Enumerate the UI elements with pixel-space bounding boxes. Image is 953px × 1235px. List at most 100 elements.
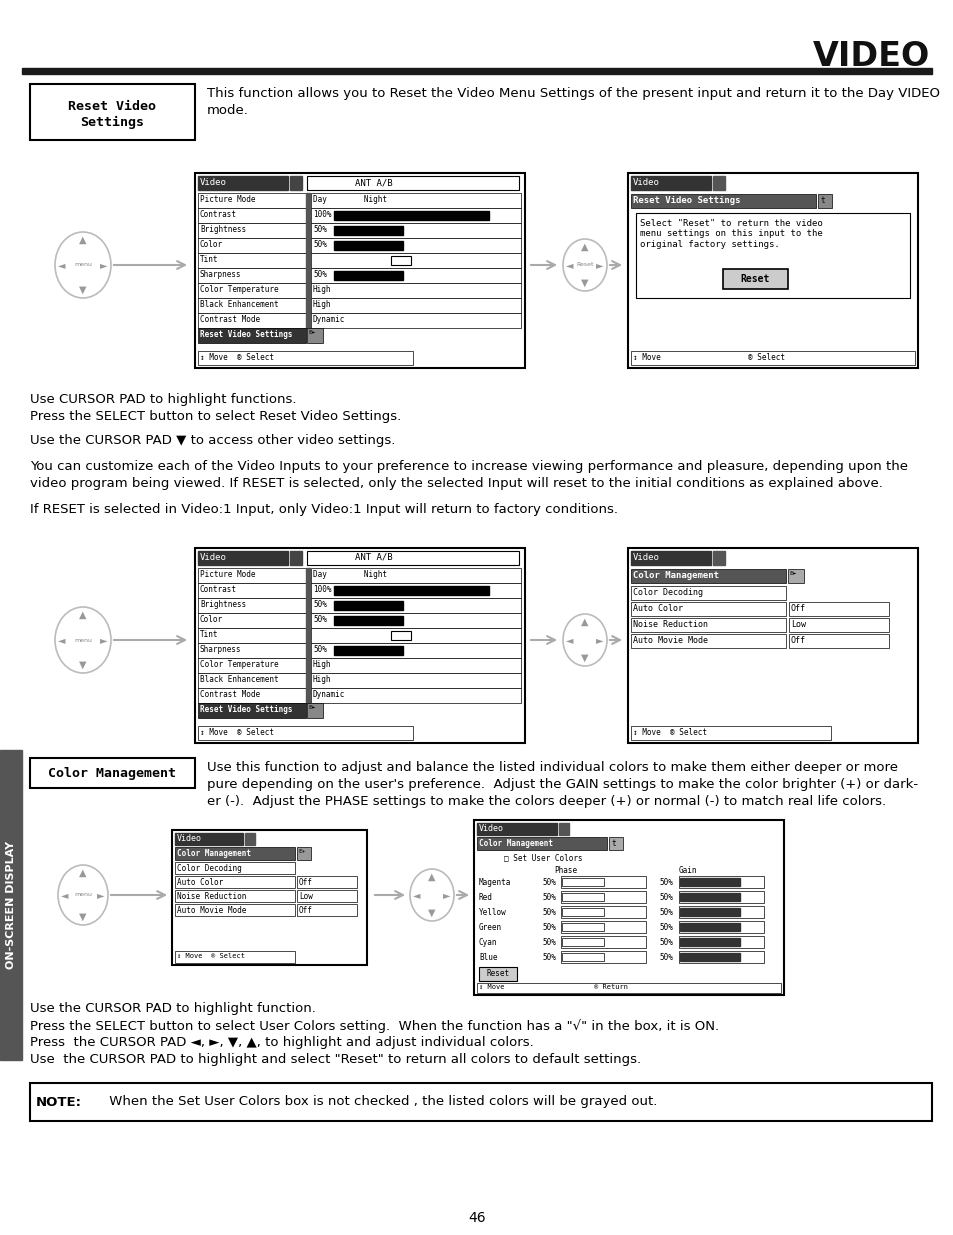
Bar	[311, 298, 520, 312]
Text: Cyan: Cyan	[478, 939, 497, 947]
Bar	[311, 598, 520, 613]
Bar	[722, 269, 787, 289]
Text: 50%: 50%	[313, 645, 327, 655]
Bar	[630, 601, 785, 616]
Text: Off: Off	[298, 906, 313, 915]
Bar	[306, 583, 310, 598]
Bar	[311, 583, 520, 598]
Text: Brightness: Brightness	[200, 600, 246, 609]
Bar	[627, 548, 917, 743]
Bar	[198, 643, 306, 658]
Text: Press the SELECT button to select User Colors setting.  When the function has a : Press the SELECT button to select User C…	[30, 1019, 719, 1032]
Text: Use the CURSOR PAD to highlight function.: Use the CURSOR PAD to highlight function…	[30, 1002, 315, 1015]
Text: Black Enhancement: Black Enhancement	[200, 676, 278, 684]
Bar	[198, 329, 306, 343]
Bar	[174, 847, 294, 860]
Bar	[630, 569, 785, 583]
Bar	[679, 878, 740, 885]
Text: Auto Color: Auto Color	[633, 604, 682, 613]
Text: ® Select: ® Select	[747, 353, 784, 362]
Bar	[630, 618, 785, 632]
Bar	[334, 601, 402, 610]
Text: t: t	[610, 839, 615, 848]
Text: 46: 46	[468, 1212, 485, 1225]
Text: Off: Off	[790, 636, 805, 645]
Text: Reset Video Settings: Reset Video Settings	[200, 705, 293, 714]
Text: Video: Video	[478, 824, 503, 832]
Bar	[306, 224, 310, 238]
Text: mode.: mode.	[207, 104, 249, 117]
Text: If RESET is selected in Video:1 Input, only Video:1 Input will return to factory: If RESET is selected in Video:1 Input, o…	[30, 503, 618, 516]
Text: E►: E►	[788, 571, 796, 576]
Text: 50%: 50%	[541, 953, 556, 962]
Bar	[174, 904, 294, 916]
Text: Color Temperature: Color Temperature	[200, 285, 278, 294]
Bar	[174, 832, 243, 845]
Bar	[198, 629, 306, 643]
Bar	[194, 173, 524, 368]
Text: 50%: 50%	[659, 953, 672, 962]
Bar	[198, 568, 306, 583]
Text: video program being viewed. If RESET is selected, only the selected Input will r: video program being viewed. If RESET is …	[30, 477, 882, 490]
Text: Off: Off	[790, 604, 805, 613]
Bar	[630, 585, 785, 600]
Bar	[307, 703, 323, 718]
Text: ◄: ◄	[61, 890, 69, 900]
Bar	[560, 876, 645, 888]
Text: High: High	[313, 285, 331, 294]
Bar	[311, 658, 520, 673]
Ellipse shape	[410, 869, 454, 921]
Text: Contrast Mode: Contrast Mode	[200, 690, 260, 699]
Text: Select "Reset" to return the video
menu settings on this input to the
original f: Select "Reset" to return the video menu …	[639, 219, 821, 248]
Bar	[608, 837, 622, 850]
Bar	[334, 585, 489, 595]
Ellipse shape	[58, 864, 108, 925]
Text: ▼: ▼	[580, 653, 588, 663]
Bar	[306, 253, 310, 268]
Bar	[561, 878, 603, 885]
Text: ↕ Move: ↕ Move	[633, 353, 660, 362]
Bar	[245, 832, 254, 845]
Text: 50%: 50%	[541, 908, 556, 918]
Text: High: High	[313, 300, 331, 309]
Text: Reset Video Settings: Reset Video Settings	[200, 330, 293, 338]
Text: ON-SCREEN DISPLAY: ON-SCREEN DISPLAY	[6, 841, 16, 969]
Text: Color Management: Color Management	[478, 839, 553, 848]
Bar	[560, 921, 645, 932]
Bar	[788, 618, 888, 632]
Bar	[198, 253, 306, 268]
Text: ►: ►	[596, 635, 603, 645]
Text: ↕ Move  ® Select: ↕ Move ® Select	[200, 353, 274, 362]
Text: Video: Video	[200, 178, 227, 186]
Bar	[679, 939, 740, 946]
Text: Blue: Blue	[478, 953, 497, 962]
Bar	[476, 823, 557, 835]
Bar	[311, 673, 520, 688]
Bar	[712, 177, 724, 190]
Text: er (-).  Adjust the PHASE settings to make the colors deeper (+) or normal (-) t: er (-). Adjust the PHASE settings to mak…	[207, 795, 885, 808]
Text: menu: menu	[74, 637, 91, 642]
Text: Picture Mode: Picture Mode	[200, 195, 255, 204]
Bar	[679, 953, 740, 961]
Text: Red: Red	[478, 893, 493, 902]
Bar	[334, 226, 402, 235]
Text: Settings: Settings	[80, 116, 144, 130]
Bar	[311, 238, 520, 253]
Text: 50%: 50%	[541, 893, 556, 902]
Bar	[334, 616, 402, 625]
Bar	[22, 68, 931, 74]
Bar	[198, 703, 306, 718]
Text: Video: Video	[177, 834, 202, 844]
Bar	[306, 598, 310, 613]
Text: ▲: ▲	[580, 242, 588, 252]
Text: Sharpness: Sharpness	[200, 270, 241, 279]
Bar	[560, 890, 645, 903]
Text: Color Decoding: Color Decoding	[633, 588, 702, 597]
Bar	[561, 908, 603, 916]
Text: ▲: ▲	[428, 872, 436, 882]
Bar	[198, 613, 306, 629]
Text: Color Temperature: Color Temperature	[200, 659, 278, 669]
Bar	[198, 283, 306, 298]
Text: 50%: 50%	[313, 270, 327, 279]
Bar	[561, 953, 603, 961]
